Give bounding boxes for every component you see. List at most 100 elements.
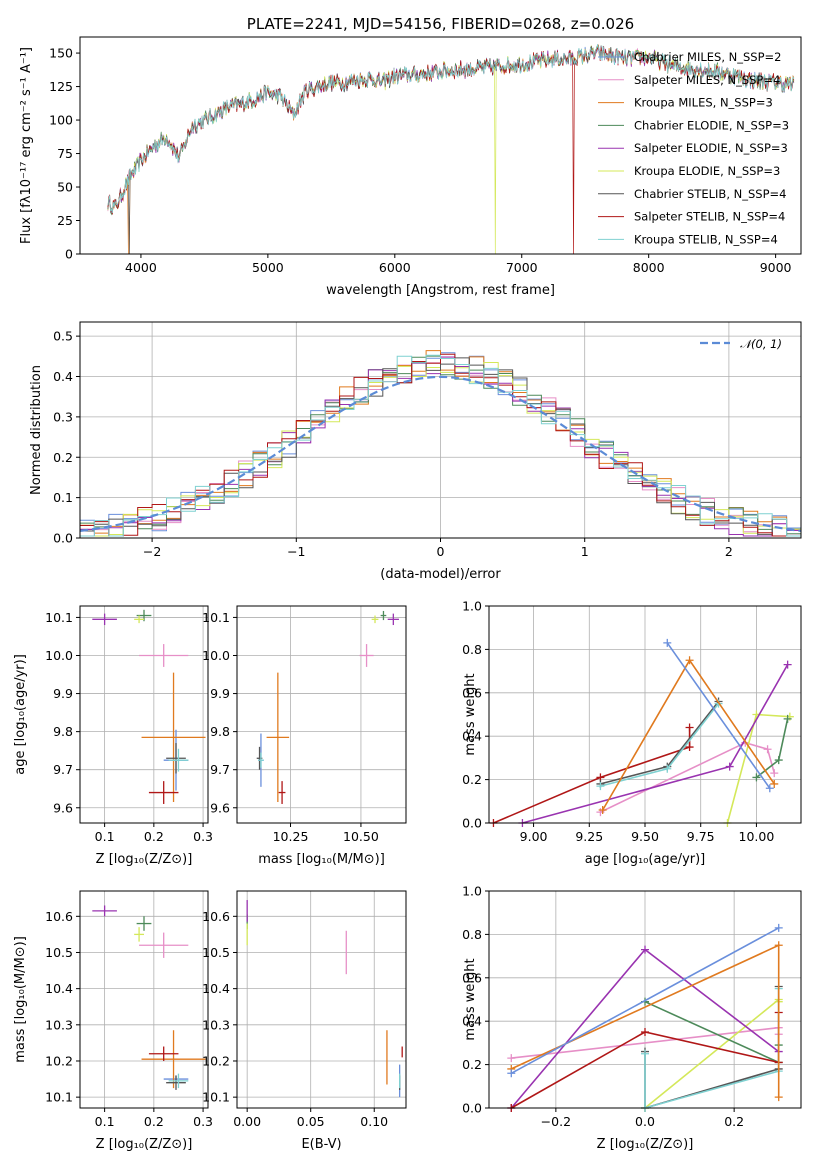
series-marker: [725, 762, 734, 771]
series-marker: [774, 756, 783, 765]
errorbar-point-salpeter_elodie: [92, 613, 117, 626]
x-tick-label: 0: [437, 544, 445, 559]
normal-curve: [80, 375, 801, 532]
y-tick-label: 0.1: [53, 490, 73, 505]
age-vs-mass-panel: 10.25 10.50 9.6 9.7 9.8 9.9 10.0 10.1 mass [log₁…: [202, 605, 407, 867]
y-tick-label: 9.7: [53, 762, 73, 777]
x-tick-label: 4000: [125, 260, 157, 275]
errorbar-point-chabrier_elodie: [380, 610, 387, 621]
chart-title: PLATE=2241, MJD=54156, FIBERID=0268, z=0…: [247, 15, 634, 33]
axes-frame: [488, 605, 802, 824]
y-tick-label: 100: [49, 113, 73, 128]
x-tick-label: 0.00: [233, 1114, 261, 1129]
x-tick-label: 0.1: [95, 1114, 115, 1129]
legend-label: 𝒩(0, 1): [740, 337, 782, 351]
series-marker: [783, 714, 792, 723]
y-tick-label: 10.1: [202, 1090, 230, 1105]
x-tick-label: 10.25: [273, 829, 309, 844]
series-marker: [507, 1069, 516, 1078]
points: [246, 900, 403, 1098]
y-tick-label: 10.4: [45, 981, 73, 996]
y-tick-label: 0.0: [53, 531, 73, 546]
series-chabrier_miles: [507, 923, 783, 1078]
legend-label: Kroupa MILES, N_SSP=3: [634, 96, 773, 110]
y-tick-label: 0.0: [462, 1101, 482, 1116]
y-tick-label: 9.8: [53, 724, 73, 739]
y-tick-label: 10.2: [202, 1053, 230, 1068]
ticks: 9.00 9.25 9.50 9.75 10.00 0.0 0.2 0.4 0.6 0.8 1.0: [462, 599, 774, 845]
legend-label: Chabrier MILES, N_SSP=2: [634, 50, 781, 64]
y-tick-label: 10.2: [45, 1053, 73, 1068]
errorbar-point-salpeter_elodie: [387, 613, 399, 626]
x-tick-label: 0.2: [144, 829, 164, 844]
series-marker: [783, 660, 792, 669]
x-tick-label: 9.00: [520, 829, 548, 844]
y-tick-label: 1.0: [462, 884, 482, 899]
y-tick-label: 0.5: [53, 329, 73, 344]
y-axis-label: mass weight: [463, 958, 478, 1040]
x-tick-label: 9.50: [631, 829, 659, 844]
series-marker: [752, 773, 761, 782]
y-axis-label: age [log₁₀(age/yr)]: [13, 654, 28, 775]
x-tick-label: 0.1: [95, 829, 115, 844]
ticks: 0.1 0.2 0.3 10.1 10.2 10.3 10.4 10.5 10.6: [45, 909, 213, 1129]
axes-frame: [79, 605, 209, 824]
x-tick-label: 8000: [633, 260, 665, 275]
spectrum-series: [107, 43, 795, 254]
gridlines: [80, 606, 208, 823]
series-marker: [598, 805, 607, 814]
errorbar-point-salpeter_stelib: [148, 1046, 179, 1061]
age-vs-metallicity-panel: 0.1 0.2 0.3 9.6 9.7 9.8 9.9 10.0 10.1 Z [log₁₀(Z/…: [13, 605, 213, 867]
errorbar-point-chabrier_elodie: [136, 916, 152, 931]
x-tick-label: 9.75: [687, 829, 715, 844]
mass-weight-vs-age-panel: 9.00 9.25 9.50 9.75 10.00 0.0 0.2 0.4 0.6 0.8 1.0 a…: [462, 599, 802, 867]
errorbar-point-kroupa_stelib: [168, 1073, 189, 1089]
series-marker: [663, 764, 672, 773]
ticks: −0.2 0.0 0.2 0.0 0.2 0.4 0.6 0.8 1.0: [462, 884, 744, 1130]
legend-label: Salpeter STELIB, N_SSP=4: [634, 210, 785, 224]
y-axis-label: mass weight: [463, 673, 478, 755]
legend-label: Chabrier STELIB, N_SSP=4: [634, 187, 786, 201]
ticks: −2 −1 0 1 2 0.0 0.1 0.2 0.3 0.4 0.5: [53, 329, 733, 559]
histogram-series: [80, 350, 801, 538]
y-tick-label: 10.1: [202, 610, 230, 625]
legend-label: Salpeter MILES, N_SSP=4: [634, 73, 780, 87]
errorbar-point-salpeter_miles: [359, 644, 374, 667]
legend-label: Chabrier ELODIE, N_SSP=3: [634, 118, 789, 132]
y-tick-label: 9.7: [210, 762, 230, 777]
ticks: 10.25 10.50 9.6 9.7 9.8 9.9 10.0 10.1: [202, 610, 379, 844]
x-axis-label: Z [log₁₀(Z/Z⊙)]: [597, 1137, 694, 1152]
y-tick-label: 10.3: [45, 1017, 73, 1032]
series-line: [600, 741, 776, 813]
series-kroupa_miles: [598, 656, 779, 814]
gridlines: [237, 606, 406, 823]
axes-frame: [488, 890, 802, 1109]
y-tick-label: 0.0: [462, 816, 482, 831]
x-tick-label: −0.2: [541, 1114, 571, 1129]
legend-label: Salpeter ELODIE, N_SSP=3: [634, 141, 788, 155]
y-tick-label: 10.6: [202, 909, 230, 924]
series-kroupa_elodie: [723, 710, 794, 827]
x-axis-label: Z [log₁₀(Z/Z⊙)]: [96, 852, 193, 867]
errorbar-point-chabrier_stelib: [166, 743, 186, 774]
series-marker: [774, 923, 783, 932]
y-tick-label: 10.3: [202, 1017, 230, 1032]
errorbar-point-chabrier_stelib: [166, 1075, 186, 1090]
x-tick-label: 0.3: [193, 1114, 213, 1129]
x-tick-label: 7000: [506, 260, 538, 275]
errorbar-point-kroupa_miles: [141, 1030, 206, 1089]
series-marker: [685, 743, 694, 752]
x-axis-label: E(B-V): [301, 1137, 341, 1152]
spectrum-line-kroupa_stelib: [107, 44, 795, 214]
x-tick-label: −2: [143, 544, 161, 559]
y-tick-label: 0.2: [462, 772, 482, 787]
y-tick-label: 9.9: [53, 686, 73, 701]
ticks: 0.1 0.2 0.3 9.6 9.7 9.8 9.9 10.0 10.1: [45, 610, 213, 844]
y-tick-label: 9.6: [210, 800, 230, 815]
y-tick-label: 0.4: [462, 1014, 482, 1029]
x-axis-label: mass [log₁₀(M/M⊙)]: [258, 852, 385, 867]
errorbar-point-salpeter_stelib: [148, 781, 179, 804]
series-line: [644, 988, 780, 1110]
y-tick-label: 10.1: [45, 610, 73, 625]
y-tick-label: 0.2: [53, 450, 73, 465]
